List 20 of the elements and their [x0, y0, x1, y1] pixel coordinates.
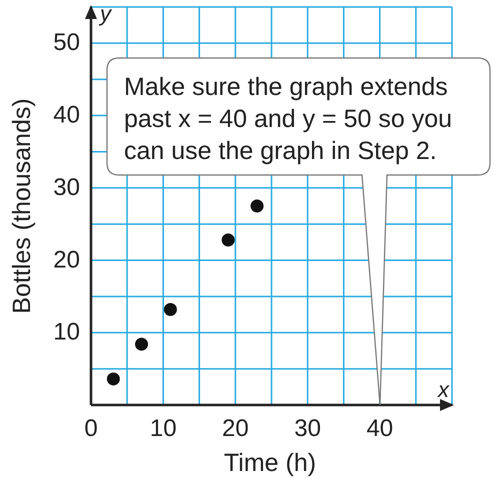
y-tick-label: 40	[53, 102, 80, 129]
y-axis-title: Bottles (thousands)	[8, 98, 36, 314]
point	[106, 372, 120, 386]
point	[250, 200, 264, 212]
point	[164, 302, 177, 316]
x-tick-label: 30	[294, 415, 321, 442]
y-tick-label: 10	[53, 318, 80, 346]
x-tick-label: 10	[150, 415, 177, 442]
y-tick-label: 30	[53, 174, 80, 201]
x-tick-label: 20	[222, 415, 249, 442]
annotation: y	[98, 1, 113, 26]
y-tick-label: 50	[53, 29, 80, 56]
annotation: x	[437, 377, 450, 402]
x-axis-title: Time (h)	[224, 449, 316, 477]
annotation: Make sure the graph extends past x = 40 and y = 50 so you can use the graph in Step 2.	[124, 73, 452, 165]
x-tick-label: 40	[366, 415, 394, 442]
y-tick-label: 20	[53, 246, 80, 274]
x-tick-label: 0	[84, 415, 98, 442]
point	[222, 234, 235, 247]
point	[135, 338, 148, 351]
